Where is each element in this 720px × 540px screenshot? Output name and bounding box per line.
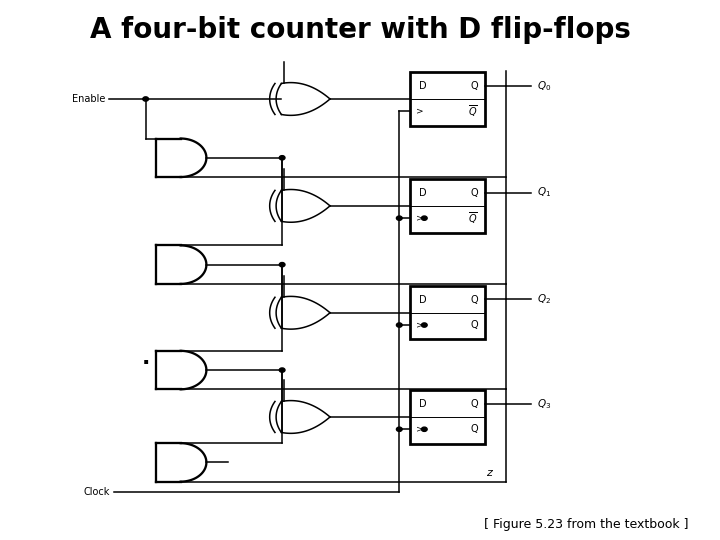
Text: Q: Q <box>470 320 478 330</box>
Text: A four-bit counter with D flip-flops: A four-bit counter with D flip-flops <box>89 16 631 44</box>
Circle shape <box>397 216 402 220</box>
Text: Q: Q <box>470 424 478 434</box>
Text: $Q_2$: $Q_2$ <box>537 293 552 306</box>
Text: Q: Q <box>470 188 478 198</box>
Bar <box>410 179 485 233</box>
Circle shape <box>421 323 427 327</box>
Text: D: D <box>418 81 426 91</box>
Bar <box>410 72 485 126</box>
Text: $\overline{Q}$: $\overline{Q}$ <box>468 210 478 226</box>
Text: Enable: Enable <box>71 94 105 104</box>
Text: .: . <box>141 348 150 368</box>
Circle shape <box>279 156 285 160</box>
Text: [ Figure 5.23 from the textbook ]: [ Figure 5.23 from the textbook ] <box>484 518 688 531</box>
Text: >: > <box>415 321 423 329</box>
Text: D: D <box>418 399 426 409</box>
Text: >: > <box>415 107 423 116</box>
Text: $\overline{Q}$: $\overline{Q}$ <box>468 103 478 119</box>
Text: $Q_3$: $Q_3$ <box>537 397 552 410</box>
Circle shape <box>397 427 402 431</box>
Text: Clock: Clock <box>84 487 110 497</box>
Text: $Q_1$: $Q_1$ <box>537 186 552 199</box>
Text: D: D <box>418 295 426 305</box>
Text: >: > <box>415 425 423 434</box>
Text: D: D <box>418 188 426 198</box>
Bar <box>410 390 485 444</box>
Circle shape <box>279 262 285 267</box>
Circle shape <box>143 97 148 101</box>
Text: Q: Q <box>470 399 478 409</box>
Circle shape <box>279 368 285 372</box>
Text: z: z <box>486 468 492 478</box>
Text: $Q_0$: $Q_0$ <box>537 79 552 92</box>
Circle shape <box>421 427 427 431</box>
Text: Q: Q <box>470 81 478 91</box>
Text: >: > <box>415 214 423 222</box>
Circle shape <box>421 216 427 220</box>
Circle shape <box>397 323 402 327</box>
Bar <box>410 286 485 340</box>
Text: Q: Q <box>470 295 478 305</box>
